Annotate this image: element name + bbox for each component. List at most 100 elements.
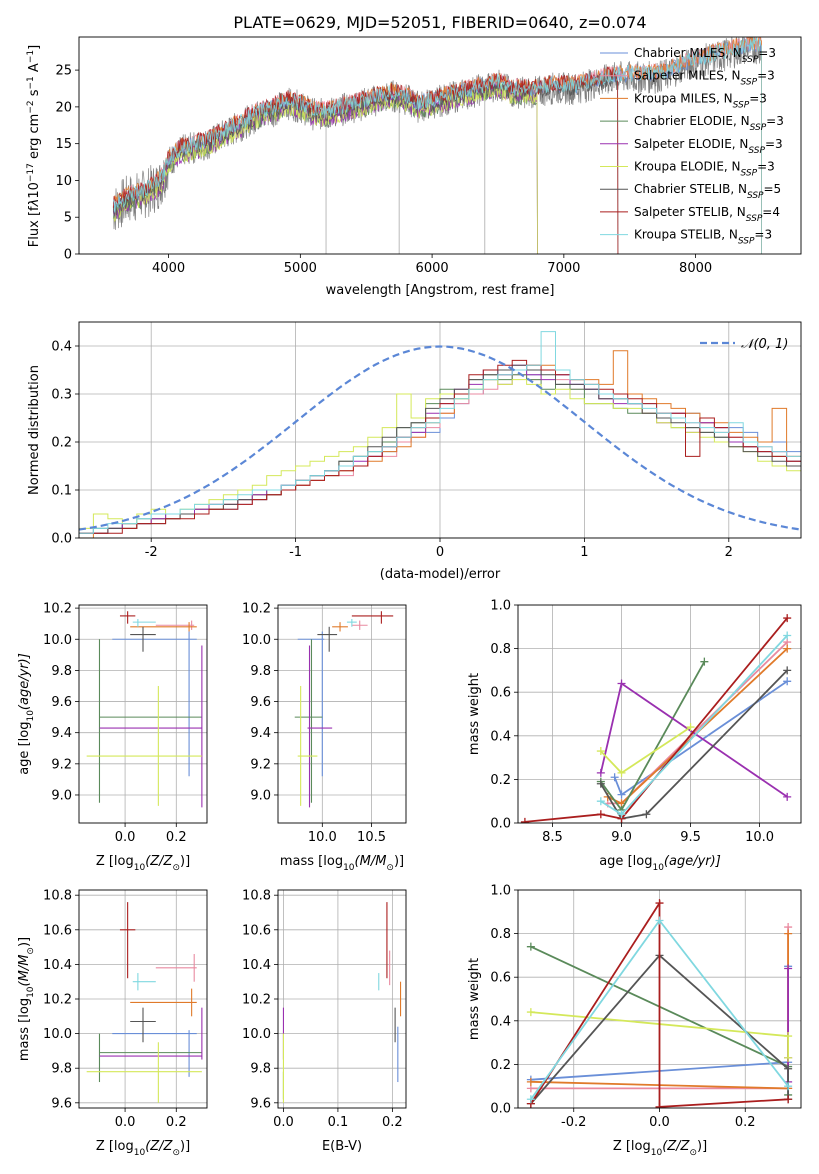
label-part: (age/yr)] [17, 653, 32, 710]
y-tick-label: 10.2 [43, 993, 72, 1008]
label-part: Kroupa ELODIE, N [634, 160, 741, 174]
weight-marker [655, 916, 664, 925]
label-part: =5 [764, 182, 782, 196]
label-part: )] [394, 854, 404, 869]
y-tick-label: 0.1 [51, 484, 72, 499]
figure-title: PLATE=0629, MJD=52051, FIBERID=0640, z=0… [233, 13, 646, 32]
label-part: Kroupa MILES, N [634, 91, 733, 105]
label-part: Flux [f [27, 206, 42, 247]
weight-marker [617, 810, 626, 819]
errorbar-kroupa_elodie [86, 685, 202, 806]
errorbar-kroupa_elodie [297, 685, 318, 806]
y-tick-label: 20 [55, 100, 72, 115]
y-tick-label: 10.0 [242, 1027, 271, 1042]
plot-area [518, 890, 801, 1108]
y-tick-label: 10.0 [43, 1027, 72, 1042]
axes-frame [78, 604, 208, 824]
x-axis-label: E(B-V) [322, 1139, 362, 1154]
errorbar-kroupa_stelib [132, 619, 156, 627]
x-tick-label: 8000 [679, 261, 712, 276]
label-part: SSP [742, 55, 759, 65]
x-tick-label: 0.0 [115, 830, 136, 845]
label-part: age [log [599, 854, 652, 869]
weight-marker [700, 657, 709, 666]
errorbar-chabrier_elodie [294, 639, 323, 803]
label-part: ⊙ [26, 947, 36, 955]
label-part: 10 [651, 1148, 663, 1158]
label-part: =3 [757, 160, 775, 174]
weight-marker [784, 1053, 793, 1062]
axes-frame [277, 889, 407, 1109]
label-part: (Z/Z [145, 1139, 173, 1154]
weight-marker [610, 773, 619, 782]
label-part: Chabrier STELIB, N [634, 182, 747, 196]
x-axis-label: Z [log10(Z/Z⊙)] [96, 854, 190, 873]
x-tick-label: 0.2 [382, 1115, 403, 1130]
label-part: =3 [749, 91, 767, 105]
label-part: SSP [741, 78, 758, 88]
y-tick-label: 9.8 [51, 664, 72, 679]
label-part: (age/yr)] [664, 854, 721, 869]
label-part: Z [log [96, 1139, 134, 1154]
legend-label: Kroupa STELIB, NSSP=3 [634, 228, 772, 247]
axes-residuals: -2 -1 0 1 2 0.0 0.1 0.2 0.3 0.4 𝒩(0, 1) (data-model… [27, 321, 802, 582]
plot-area [79, 322, 801, 538]
x-tick-label: 0.0 [273, 1115, 294, 1130]
y-tick-label: 10.4 [43, 958, 72, 973]
label-part: −1 [26, 50, 36, 63]
y-tick-label: 10.2 [43, 602, 72, 617]
weight-marker [784, 1064, 793, 1073]
errorbar-kroupa_stelib [346, 619, 357, 627]
axes-frame [277, 604, 407, 824]
model-spectrum-kroupa_elodie [113, 82, 538, 254]
weight-marker [783, 666, 792, 675]
label-part: =3 [766, 114, 784, 128]
x-tick-label: -1 [289, 545, 302, 560]
y-tick-label: 0 [64, 248, 72, 263]
y-tick-label: 0.2 [490, 773, 511, 788]
label-part: mass [log [17, 998, 32, 1061]
weight-line-salpeter_stelib [524, 617, 788, 823]
errorbar-salpeter_stelib [119, 611, 136, 624]
weight-marker [655, 1102, 664, 1108]
errorbar-chabrier_miles [112, 631, 197, 777]
legend-label: Salpeter STELIB, NSSP=4 [634, 205, 780, 224]
axes-Z-weight: -0.2 0.0 0.2 0.0 0.2 0.4 0.6 0.8 1.0 Z [log10(Z/Z… [467, 884, 802, 1158]
plot-area [278, 890, 406, 1108]
weight-marker [784, 929, 793, 938]
errorbar-chabrier_stelib [130, 626, 156, 652]
weight-marker [596, 768, 605, 777]
legend-label: Chabrier STELIB, NSSP=5 [634, 182, 781, 201]
x-tick-label: 2 [725, 545, 733, 560]
y-tick-label: 9.8 [51, 1062, 72, 1077]
y-tick-label: 10.8 [242, 889, 271, 904]
label-part: ⊙ [689, 1148, 697, 1158]
y-tick-label: 10.6 [43, 923, 72, 938]
errorbar-kroupa_elodie [86, 1042, 202, 1103]
label-part: =4 [762, 205, 780, 219]
errorbar-salpeter_stelib [119, 902, 136, 979]
label-part: SSP [738, 237, 755, 247]
y-tick-label: 10.4 [242, 958, 271, 973]
label-part: =3 [757, 69, 775, 83]
x-tick-label: 0.1 [328, 1115, 349, 1130]
x-tick-label: 0.2 [166, 830, 187, 845]
weight-marker [784, 964, 793, 973]
weight-marker [526, 1077, 535, 1086]
axes-spectrum: 4000 5000 6000 7000 8000 0 5 10 15 20 25 Chabrier M… [26, 36, 802, 298]
y-tick-label: 10.8 [43, 889, 72, 904]
axes-age-weight: 8.5 9.0 9.5 10.0 0.0 0.2 0.4 0.6 0.8 1.0 age [log1… [467, 599, 802, 873]
y-tick-label: 9.4 [250, 726, 271, 741]
errorbar-salpeter_miles [155, 954, 197, 982]
label-part: A [27, 63, 42, 76]
axes-mass-age: 10.0 10.5 9.0 9.2 9.4 9.6 9.8 10.0 10.2 mass [log… [242, 602, 407, 873]
label-part: Kroupa STELIB, N [634, 228, 738, 242]
errorbar-salpeter_elodie [99, 1007, 203, 1060]
label-part: ⊙ [386, 863, 394, 873]
errorbar-salpeter_elodie [307, 645, 333, 808]
label-part: λ [27, 199, 42, 208]
weight-marker [596, 779, 605, 788]
label-part: age [log [17, 722, 32, 775]
y-tick-label: 1.0 [490, 599, 511, 614]
axes-Z-age: 0.0 0.29.09.29.49.69.810.010.2Z [log10(Z/… [17, 602, 208, 873]
